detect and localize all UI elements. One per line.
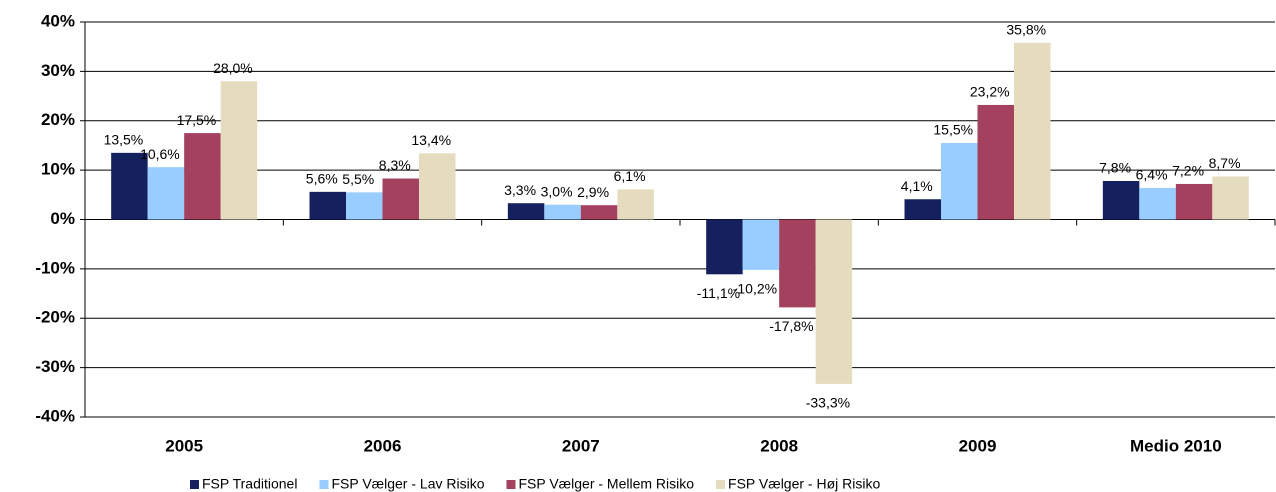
- y-tick-label: 40%: [41, 11, 75, 30]
- data-label: 7,2%: [1172, 163, 1204, 179]
- data-label: 6,1%: [614, 168, 646, 184]
- data-label: -33,3%: [806, 395, 850, 411]
- data-label: 28,0%: [213, 60, 253, 76]
- x-tick-label: Medio 2010: [1130, 436, 1222, 455]
- y-tick-label: -20%: [35, 308, 75, 327]
- x-tick-label: 2009: [959, 436, 997, 455]
- data-label: -10,2%: [733, 281, 777, 297]
- bar: [706, 219, 743, 275]
- data-label: 23,2%: [970, 84, 1010, 100]
- bar: [220, 81, 258, 220]
- data-label: 13,4%: [411, 132, 451, 148]
- bar: [544, 204, 581, 220]
- legend-swatch: [319, 480, 329, 489]
- data-label: 17,5%: [177, 112, 217, 128]
- x-tick-label: 2008: [760, 436, 798, 455]
- x-tick-label: 2007: [562, 436, 600, 455]
- y-tick-label: -40%: [35, 406, 75, 425]
- bar: [580, 205, 618, 220]
- bar: [1102, 180, 1140, 220]
- data-label: -17,8%: [769, 318, 813, 334]
- data-label: 15,5%: [933, 122, 973, 138]
- legend-label: FSP Vælger - Mellem Risiko: [518, 476, 694, 492]
- bar: [941, 142, 978, 220]
- bar: [1212, 176, 1249, 220]
- x-tick-label: 2005: [165, 436, 203, 455]
- data-label: 5,6%: [306, 171, 338, 187]
- bar: [382, 178, 419, 220]
- data-label: 7,8%: [1099, 160, 1131, 176]
- bar: [184, 133, 221, 220]
- data-label: 8,7%: [1209, 155, 1241, 171]
- y-tick-label: -10%: [35, 258, 75, 277]
- data-label: 4,1%: [901, 178, 933, 194]
- bar: [904, 199, 941, 220]
- bar: [815, 219, 853, 384]
- bar: [977, 104, 1014, 220]
- bar: [419, 153, 456, 220]
- bar: [346, 192, 383, 220]
- y-tick-label: 10%: [41, 160, 75, 179]
- data-label: 3,0%: [541, 183, 573, 199]
- legend-label: FSP Vælger - Lav Risiko: [331, 476, 484, 492]
- bar: [309, 191, 346, 220]
- data-label: 35,8%: [1006, 21, 1046, 37]
- data-label: 6,4%: [1136, 167, 1168, 183]
- bar: [507, 203, 545, 220]
- data-label: 3,3%: [504, 182, 536, 198]
- data-label: 2,9%: [577, 184, 609, 200]
- data-label: 5,5%: [342, 171, 374, 187]
- y-tick-label: 30%: [41, 61, 75, 80]
- legend-swatch: [190, 480, 199, 489]
- data-label: -11,1%: [697, 285, 740, 301]
- y-tick-label: 20%: [41, 110, 75, 129]
- bar: [111, 152, 148, 220]
- legend-swatch: [716, 480, 726, 489]
- bar: [1175, 183, 1213, 220]
- bar: [742, 219, 780, 270]
- y-tick-label: 0%: [50, 209, 75, 228]
- bar: [617, 189, 654, 220]
- bar: [1014, 42, 1051, 220]
- data-label: 10,6%: [140, 146, 180, 162]
- y-tick-label: -30%: [35, 357, 75, 376]
- bar: [779, 219, 816, 308]
- data-label: 8,3%: [379, 157, 411, 173]
- legend-swatch: [506, 480, 516, 489]
- bar: [1139, 187, 1176, 220]
- bar: [147, 167, 185, 220]
- x-tick-label: 2006: [364, 436, 402, 455]
- data-label: 13,5%: [104, 132, 144, 148]
- legend-label: FSP Traditionel: [202, 476, 297, 492]
- legend-label: FSP Vælger - Høj Risiko: [728, 476, 880, 492]
